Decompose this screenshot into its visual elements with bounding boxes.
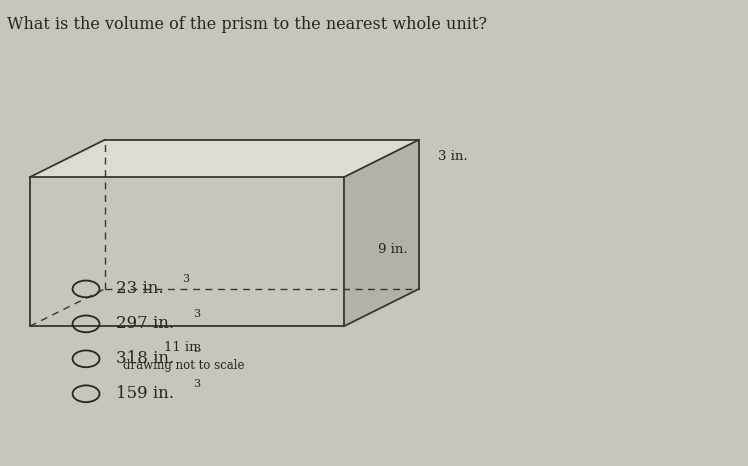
Text: 11 in.: 11 in.	[165, 341, 202, 354]
Polygon shape	[30, 177, 344, 326]
Text: 159 in.: 159 in.	[116, 385, 174, 402]
Text: 23 in.: 23 in.	[116, 281, 164, 297]
Text: 3: 3	[193, 378, 200, 389]
Polygon shape	[30, 140, 419, 177]
Text: 9 in.: 9 in.	[378, 243, 408, 256]
Polygon shape	[344, 140, 419, 326]
Text: drawing not to scale: drawing not to scale	[123, 359, 244, 372]
Text: 297 in.: 297 in.	[116, 315, 174, 332]
Text: 3 in.: 3 in.	[438, 150, 468, 163]
Text: 3: 3	[183, 274, 190, 284]
Text: What is the volume of the prism to the nearest whole unit?: What is the volume of the prism to the n…	[7, 16, 488, 33]
Text: 318 in.: 318 in.	[116, 350, 174, 367]
Text: 3: 3	[193, 308, 200, 319]
Text: 3: 3	[193, 343, 200, 354]
